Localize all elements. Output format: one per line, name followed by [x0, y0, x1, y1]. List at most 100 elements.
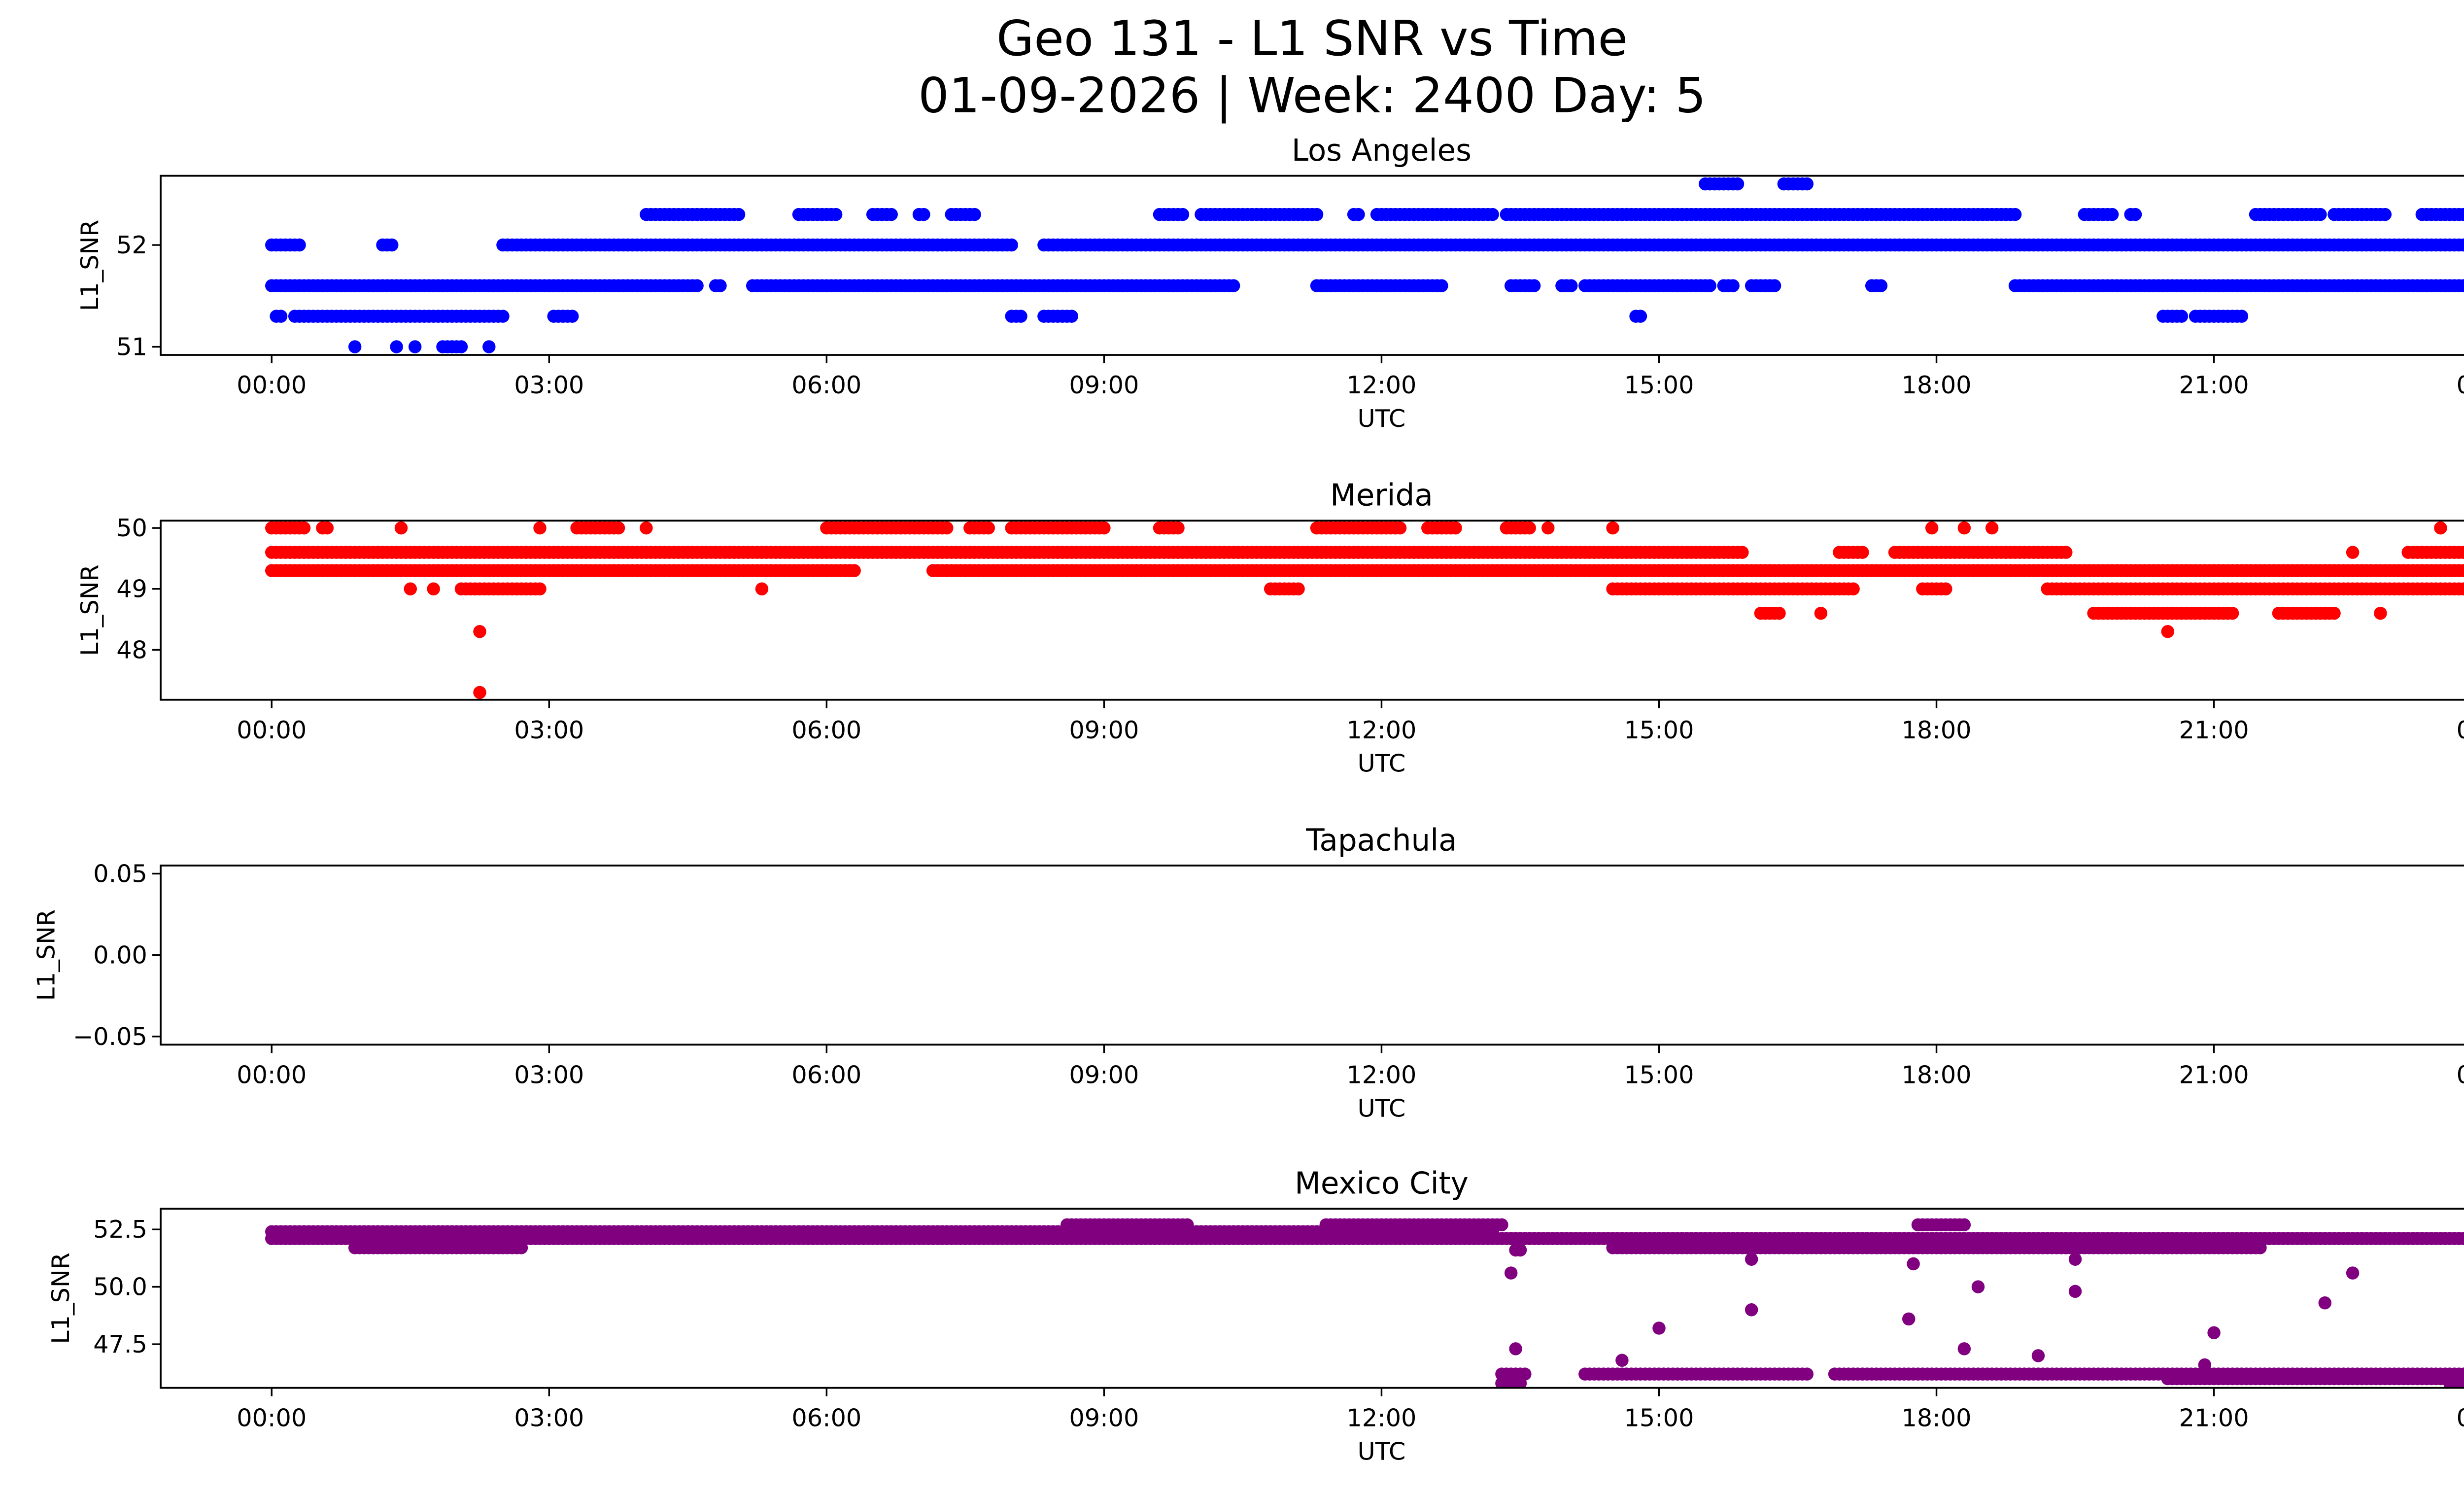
x-tick-label: 09:00	[1069, 1404, 1139, 1432]
data-point	[297, 521, 311, 535]
data-point	[1513, 1243, 1527, 1257]
data-point	[1171, 521, 1185, 535]
data-point	[482, 340, 496, 353]
x-tick-label: 21:00	[2179, 1060, 2249, 1089]
data-point	[1352, 208, 1365, 221]
data-point	[1768, 279, 1781, 292]
data-point	[385, 238, 399, 252]
data-point	[1541, 521, 1555, 535]
x-tick-label: 06:00	[791, 716, 861, 744]
data-point	[454, 340, 468, 353]
y-tick-label: 0.00	[93, 941, 147, 970]
data-point	[2068, 1252, 2082, 1266]
data-point	[2457, 546, 2464, 559]
x-tick-label: 18:00	[1902, 1060, 1972, 1089]
data-point	[2462, 565, 2464, 576]
data-point	[1504, 1266, 1518, 1280]
data-point	[2105, 208, 2119, 221]
data-point	[2128, 208, 2142, 221]
data-point	[2457, 238, 2464, 252]
data-point	[1726, 279, 1740, 292]
subplot-title: Merida	[1330, 478, 1433, 513]
data-point	[1731, 177, 1745, 191]
data-point	[427, 582, 440, 595]
x-tick-label: 09:00	[1069, 371, 1139, 399]
data-point	[2457, 582, 2464, 595]
data-point	[408, 340, 422, 353]
data-point	[2207, 1326, 2221, 1340]
data-point	[473, 686, 486, 699]
data-point	[2346, 546, 2360, 559]
data-point	[2457, 279, 2464, 292]
data-point	[2314, 208, 2327, 221]
data-point	[2434, 521, 2447, 535]
x-tick-label: 15:00	[1624, 371, 1694, 399]
y-tick-label: 52	[116, 231, 147, 259]
data-point	[640, 521, 653, 535]
data-point	[2346, 1266, 2360, 1280]
axes-frame	[160, 174, 2464, 356]
data-point	[1005, 238, 1018, 252]
data-point	[394, 521, 408, 535]
x-tick-label: 00:00	[2457, 1404, 2464, 1432]
y-axis-label: L1_SNR	[46, 1252, 75, 1344]
data-point	[1814, 606, 1828, 620]
data-point	[1097, 521, 1111, 535]
x-tick-label: 03:00	[514, 1060, 584, 1089]
data-point	[1615, 1354, 1629, 1367]
data-point	[2235, 310, 2249, 323]
data-point	[1745, 1303, 1758, 1317]
x-tick-label: 15:00	[1624, 716, 1694, 744]
data-point	[1486, 208, 1499, 221]
y-tick-label: 52.5	[93, 1215, 147, 1244]
x-tick-label: 09:00	[1069, 716, 1139, 744]
x-tick-label: 06:00	[791, 1060, 861, 1089]
data-point	[1703, 279, 1716, 292]
data-point	[2031, 1349, 2045, 1362]
data-point	[1634, 310, 1647, 323]
data-point	[1014, 310, 1027, 323]
data-point	[2462, 547, 2464, 557]
y-axis-label: L1_SNR	[75, 219, 104, 311]
data-point	[533, 582, 547, 595]
x-tick-label: 12:00	[1346, 1404, 1416, 1432]
data-point	[1065, 310, 1078, 323]
data-point	[348, 340, 362, 353]
x-axis-label: UTC	[1358, 1094, 1406, 1122]
data-point	[1985, 521, 1999, 535]
x-tick-label: 00:00	[237, 371, 307, 399]
x-tick-label: 09:00	[1069, 1060, 1139, 1089]
data-point	[1847, 582, 1860, 595]
data-point	[514, 1241, 528, 1254]
x-tick-label: 06:00	[791, 1404, 861, 1432]
x-tick-label: 18:00	[1902, 371, 1972, 399]
data-point	[755, 582, 769, 595]
data-point	[293, 238, 306, 252]
x-tick-label: 03:00	[514, 371, 584, 399]
data-point	[885, 208, 898, 221]
data-point	[1523, 521, 1536, 535]
x-axis-label: UTC	[1358, 749, 1406, 778]
data-point	[2318, 1296, 2332, 1310]
y-tick-label: 51	[116, 333, 147, 361]
x-axis-label: UTC	[1358, 404, 1406, 433]
x-tick-label: 03:00	[514, 1404, 584, 1432]
data-point	[2059, 546, 2073, 559]
data-point	[2462, 280, 2464, 291]
data-point	[2457, 208, 2464, 221]
data-point	[1800, 177, 1814, 191]
data-point	[1874, 279, 1888, 292]
y-tick-label: 50	[116, 514, 147, 542]
data-point	[612, 521, 625, 535]
x-tick-label: 00:00	[2457, 1060, 2464, 1089]
chart-subtitle: 01-09-2026 | Week: 2400 Day: 5	[918, 68, 1706, 124]
x-tick-label: 00:00	[2457, 716, 2464, 744]
data-point	[1181, 1218, 1194, 1232]
data-point	[2462, 1233, 2464, 1244]
data-point	[1449, 521, 1462, 535]
data-point	[848, 564, 861, 577]
x-tick-label: 12:00	[1346, 371, 1416, 399]
subplot-title: Tapachula	[1305, 823, 1457, 858]
data-point	[1907, 1257, 1920, 1271]
y-tick-label: 49	[116, 575, 147, 603]
